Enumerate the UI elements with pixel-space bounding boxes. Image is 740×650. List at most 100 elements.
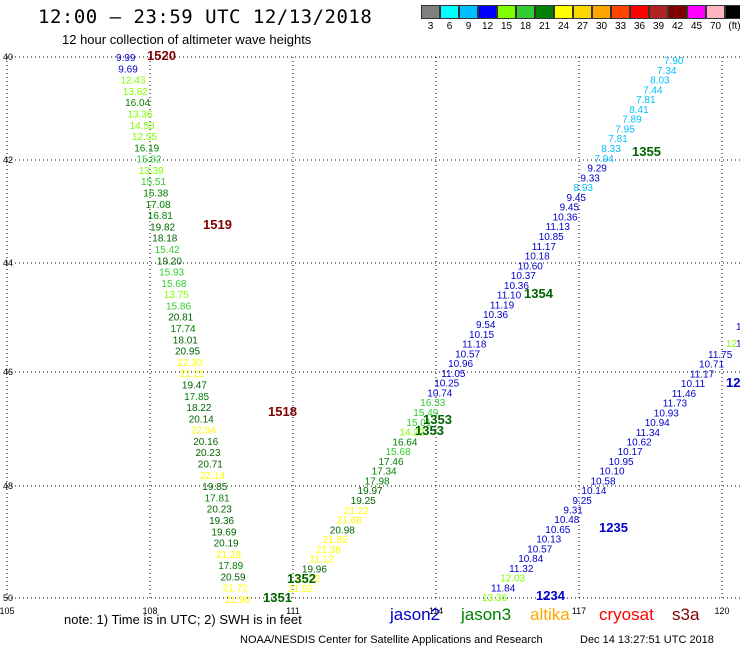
axis-labels: 105 108 111 114 117 120 40 42 44 46 48 50 <box>0 52 730 616</box>
wave-height-label: 15.68 <box>386 447 411 458</box>
wave-height-label: 17.85 <box>184 392 209 403</box>
wave-height-label: 20.71 <box>198 460 223 471</box>
wave-height-label: 11.18 <box>462 340 487 351</box>
legend-swatch <box>554 5 573 19</box>
wave-height-label: 15.49 <box>413 408 438 419</box>
wave-height-label: 8.93 <box>574 183 594 194</box>
wave-height-label: 10.25 <box>434 379 459 390</box>
longitude-label: 105 <box>0 606 15 616</box>
wave-height-label: 10.74 <box>427 388 452 399</box>
wave-height-label: 1 <box>736 339 740 350</box>
wave-height-label: 9.45 <box>560 203 580 214</box>
pass-id-label: 1518 <box>268 404 297 419</box>
legend-label: 3 <box>427 21 434 32</box>
wave-height-label: 17.89 <box>218 561 243 572</box>
wave-height-label: 17.46 <box>379 457 404 468</box>
legend-label: (ft) <box>728 21 740 32</box>
wave-height-label: 19.85 <box>202 482 227 493</box>
wave-height-label: 15.82 <box>136 155 161 166</box>
wave-height-label: 18.22 <box>186 403 211 414</box>
wave-height-label: 7.95 <box>615 124 635 135</box>
wave-height-label: 9.29 <box>587 164 607 175</box>
wave-height-label: 16.81 <box>148 211 173 222</box>
wave-height-label: 11.75 <box>708 350 733 361</box>
wave-height-label: 20.95 <box>175 347 200 358</box>
legend-swatch <box>459 5 478 19</box>
legend-swatch <box>421 5 440 19</box>
legend-label: 9 <box>465 21 472 32</box>
wave-height-label: 10.37 <box>511 271 536 282</box>
mission-altika: altika <box>530 605 570 624</box>
wave-height-label: 15.68 <box>161 279 186 290</box>
wave-height-label: 10.10 <box>600 467 625 478</box>
wave-height-label: 7.44 <box>643 85 663 96</box>
wave-height-label: 1 <box>736 322 740 333</box>
legend-swatch <box>573 5 592 19</box>
wave-height-label: 11.34 <box>636 428 661 439</box>
wave-height-label: 16.38 <box>143 189 168 200</box>
wave-height-label: 21.52 <box>288 584 313 595</box>
mission-cryosat: cryosat <box>599 605 654 624</box>
wave-height-label: 7.81 <box>636 95 656 106</box>
map-subtitle: 12 hour collection of altimeter wave hei… <box>62 32 312 47</box>
mission-s3a: s3a <box>672 605 700 624</box>
wave-height-label: 22.14 <box>200 471 225 482</box>
wave-height-label: 14.53 <box>130 121 155 132</box>
wave-height-label: 16.33 <box>420 398 445 409</box>
wave-height-label: 8.03 <box>650 76 670 87</box>
wave-height-label: 7.94 <box>594 154 614 165</box>
legend-label: 12 <box>481 21 494 32</box>
pass-id-label: 1352 <box>287 571 316 586</box>
legend-swatch <box>497 5 516 19</box>
longitude-label: 117 <box>572 606 586 616</box>
wave-height-label: 10.71 <box>699 360 724 371</box>
wave-height-label: 10.60 <box>518 261 543 272</box>
wave-height-label: 16.19 <box>134 143 159 154</box>
wave-height-label: 21.68 <box>337 516 362 527</box>
wave-height-label: 21.90 <box>225 595 250 606</box>
wave-height-label: 10.36 <box>483 310 508 321</box>
wave-height-label: 21.12 <box>309 555 334 566</box>
pass-id-label: 1353 <box>415 423 444 438</box>
legend-swatch <box>668 5 687 19</box>
wave-height-label: 19.82 <box>150 222 175 233</box>
wave-height-label: 18.18 <box>152 234 177 245</box>
wave-height-label: 20.98 <box>330 525 355 536</box>
wave-height-label: 19.36 <box>209 516 234 527</box>
wave-height-label: 13.36 <box>127 110 152 121</box>
wave-height-label: 9.33 <box>580 173 600 184</box>
wave-height-label: 10.18 <box>525 252 550 263</box>
wave-height-label: 15.93 <box>159 268 184 279</box>
wave-height-label: 11.46 <box>672 389 697 400</box>
legend-swatch <box>611 5 630 19</box>
legend-label: 18 <box>519 21 532 32</box>
wave-height-label: 20.14 <box>189 414 214 425</box>
wave-height-label: 10.57 <box>527 544 552 555</box>
wave-height-label: 10.62 <box>627 438 652 449</box>
wave-height-label: 13.39 <box>139 166 164 177</box>
legend-swatch <box>687 5 706 19</box>
wave-height-label: 10.48 <box>554 515 579 526</box>
wave-height-label: 7.90 <box>664 56 684 67</box>
wave-height-label: 17.34 <box>372 467 397 478</box>
legend-swatch <box>649 5 668 19</box>
wave-height-label: 19.69 <box>211 527 236 538</box>
wave-height-label: 22.30 <box>177 358 202 369</box>
legend-swatch <box>516 5 535 19</box>
wave-height-label: 11.10 <box>497 291 522 302</box>
wave-height-label: 20.16 <box>193 437 218 448</box>
map-grid <box>6 56 740 599</box>
wave-height-label: 19.97 <box>358 486 383 497</box>
wave-height-label: 10.13 <box>536 535 561 546</box>
wave-height-label: 17.74 <box>171 324 196 335</box>
wave-height-label: 10.57 <box>455 349 480 360</box>
footnote: note: 1) Time is in UTC; 2) SWH is in fe… <box>64 612 302 627</box>
wave-height-label: 7.81 <box>608 134 628 145</box>
legend-label: 30 <box>595 21 608 32</box>
wave-height-label: 10.95 <box>609 457 634 468</box>
wave-height-label: 11.05 <box>441 369 466 380</box>
pass-id-label: 1235 <box>599 520 628 535</box>
legend-label: 70 <box>709 21 722 32</box>
wave-height-label: 11.32 <box>509 564 534 575</box>
pass-id-label: 1354 <box>524 286 554 301</box>
